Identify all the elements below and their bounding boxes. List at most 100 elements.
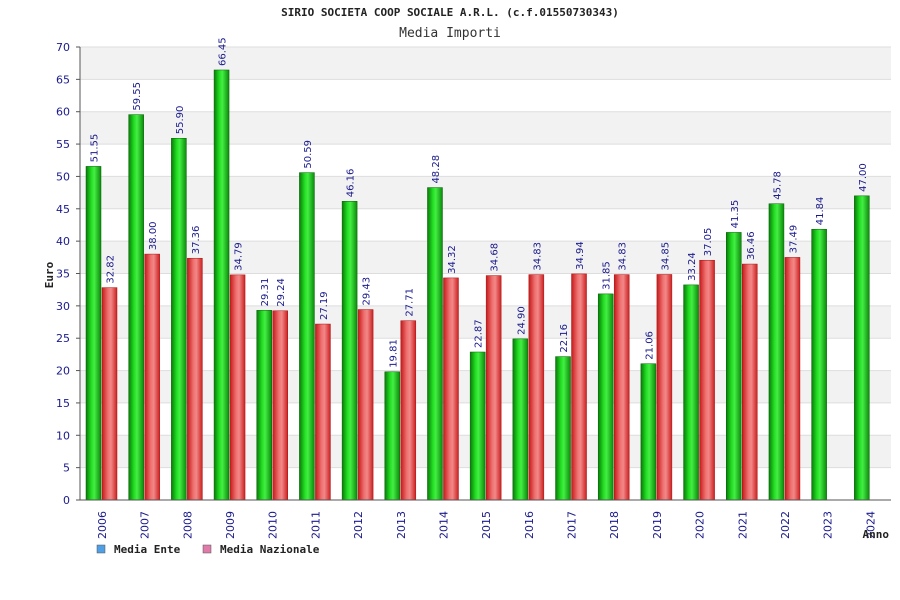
y-tick-label: 45 xyxy=(56,203,70,216)
value-label: 34.79 xyxy=(234,242,245,271)
value-label: 33.24 xyxy=(687,252,698,281)
value-label: 34.83 xyxy=(618,242,629,271)
value-label: 34.68 xyxy=(490,243,501,272)
bar-media-nazionale-2018 xyxy=(613,274,630,501)
grid-band xyxy=(80,47,891,80)
bar-media-nazionale-2022 xyxy=(784,257,801,501)
value-label: 32.82 xyxy=(106,255,117,284)
x-tick-label: 2014 xyxy=(437,511,450,539)
bar-media-ente-2008 xyxy=(171,137,187,501)
x-tick-label: 2020 xyxy=(694,511,707,539)
value-label: 31.85 xyxy=(602,261,613,290)
bar-media-nazionale-2014 xyxy=(443,277,459,501)
x-tick-label: 2015 xyxy=(480,511,493,539)
value-label: 55.90 xyxy=(175,106,186,135)
x-tick-label: 2013 xyxy=(395,511,408,539)
value-label: 29.43 xyxy=(362,277,373,306)
legend-swatch-media-ente xyxy=(96,544,106,554)
bar-media-ente-2011 xyxy=(299,172,315,501)
legend-swatch-media-nazionale xyxy=(202,544,212,554)
value-label: 24.90 xyxy=(516,306,527,335)
y-tick-label: 65 xyxy=(56,73,70,86)
value-label: 29.31 xyxy=(260,278,271,307)
bar-media-nazionale-2008 xyxy=(187,257,203,501)
x-tick-label: 2012 xyxy=(352,511,365,539)
bar-media-nazionale-2017 xyxy=(571,273,587,501)
x-tick-label: 2021 xyxy=(736,511,749,539)
value-label: 29.24 xyxy=(276,278,287,307)
chart-title: SIRIO SOCIETA COOP SOCIALE A.R.L. (c.f.0… xyxy=(281,6,619,19)
legend-label-media-nazionale: Media Nazionale xyxy=(220,543,320,556)
grid-band xyxy=(80,111,891,145)
y-tick-label: 5 xyxy=(63,462,70,475)
bar-media-ente-2017 xyxy=(555,356,571,501)
y-tick-label: 70 xyxy=(56,41,70,54)
bar-media-nazionale-2019 xyxy=(656,274,673,501)
bar-media-nazionale-2007 xyxy=(144,253,160,501)
x-tick-label: 2022 xyxy=(779,511,792,539)
grid-band xyxy=(80,79,891,112)
bar-media-ente-2010 xyxy=(256,310,272,501)
value-label: 22.87 xyxy=(474,319,485,348)
bar-media-ente-2016 xyxy=(512,338,529,501)
x-tick-label: 2006 xyxy=(96,511,109,539)
x-tick-label: 2011 xyxy=(309,511,322,539)
value-label: 59.55 xyxy=(132,82,143,111)
x-tick-label: 2018 xyxy=(608,511,621,539)
chart-subtitle: Media Importi xyxy=(399,26,501,41)
value-label: 27.19 xyxy=(319,291,330,320)
value-label: 41.84 xyxy=(815,197,826,226)
bar-media-ente-2024 xyxy=(854,195,870,501)
x-tick-label: 2016 xyxy=(523,511,536,539)
value-label: 21.06 xyxy=(644,331,655,360)
bar-media-nazionale-2006 xyxy=(101,287,118,501)
y-tick-label: 0 xyxy=(63,494,70,507)
value-label: 41.35 xyxy=(730,200,741,229)
bar-media-nazionale-2015 xyxy=(485,275,502,501)
bar-media-ente-2013 xyxy=(384,371,401,501)
value-label: 66.45 xyxy=(218,37,229,66)
bar-media-ente-2023 xyxy=(811,228,827,501)
value-label: 34.83 xyxy=(532,242,543,271)
value-label: 46.16 xyxy=(346,169,357,198)
x-tick-label: 2024 xyxy=(864,511,877,539)
value-label: 50.59 xyxy=(303,140,314,169)
bar-media-ente-2015 xyxy=(469,351,486,501)
y-tick-label: 10 xyxy=(56,429,70,442)
x-tick-label: 2023 xyxy=(822,511,835,539)
y-axis-ticks: 0 5 10 15 20 25 30 35 40 45 50 55 60 65 70 xyxy=(56,41,80,507)
x-tick-label: 2019 xyxy=(651,511,664,539)
bar-media-nazionale-2020 xyxy=(699,259,715,501)
x-tick-label: 2017 xyxy=(566,511,579,539)
value-label: 48.28 xyxy=(431,155,442,184)
bar-media-nazionale-2012 xyxy=(357,309,374,501)
value-label: 34.32 xyxy=(447,245,458,274)
bar-media-nazionale-2016 xyxy=(528,274,545,501)
value-labels: 51.55 32.82 59.55 38.00 55.90 37.36 66.45 34.79… xyxy=(90,37,869,367)
bar-media-ente-2018 xyxy=(597,293,614,501)
x-tick-label: 2007 xyxy=(139,511,152,539)
bar-media-ente-2020 xyxy=(683,284,699,501)
bar-media-nazionale-2021 xyxy=(742,263,758,501)
value-label: 37.05 xyxy=(703,228,714,257)
bar-media-ente-2014 xyxy=(427,187,443,501)
value-label: 34.94 xyxy=(575,241,586,270)
value-label: 47.00 xyxy=(858,163,869,192)
y-tick-label: 35 xyxy=(56,268,70,281)
value-label: 51.55 xyxy=(90,134,101,163)
y-tick-label: 55 xyxy=(56,138,70,151)
value-label: 36.46 xyxy=(746,231,757,260)
bar-media-ente-2007 xyxy=(128,114,144,501)
bar-media-ente-2006 xyxy=(85,166,102,501)
x-axis-label: Anno xyxy=(863,528,890,541)
bar-media-ente-2022 xyxy=(768,203,785,501)
x-tick-label: 2009 xyxy=(224,511,237,539)
value-label: 27.71 xyxy=(404,288,415,317)
bar-media-ente-2021 xyxy=(726,232,742,501)
value-label: 37.49 xyxy=(788,225,799,254)
bar-media-nazionale-2009 xyxy=(229,274,246,501)
x-axis-ticks: 2006 2007 2008 2009 2010 2011 2012 2013 2014 2015… xyxy=(96,511,877,539)
value-label: 19.81 xyxy=(388,339,399,368)
value-label: 45.78 xyxy=(772,171,783,200)
